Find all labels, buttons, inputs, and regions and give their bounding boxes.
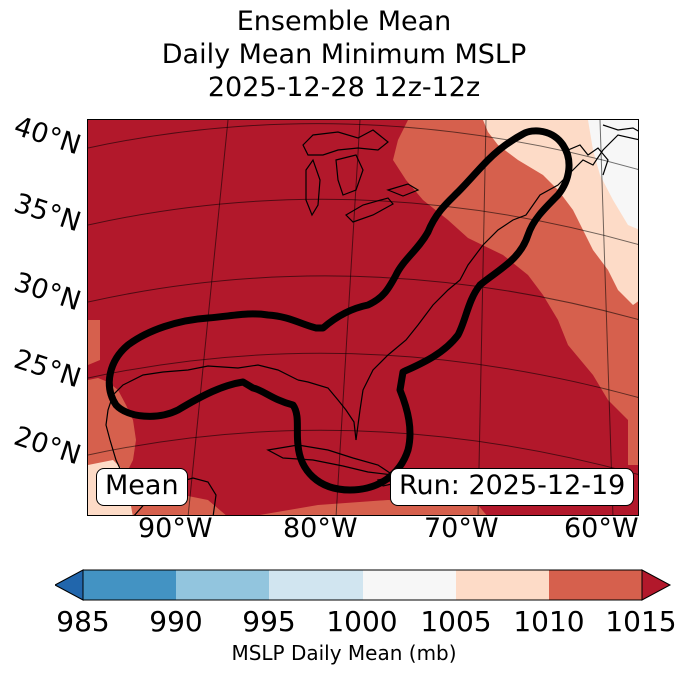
- title-line-2: Daily Mean Minimum MSLP: [161, 39, 527, 70]
- colorbar-tick-1010: 1010: [513, 605, 585, 638]
- parallel-40: [88, 123, 638, 170]
- colorbar-bin-1010-1015: [549, 570, 642, 600]
- colorbar: [55, 569, 672, 601]
- colorbar-tick-985: 985: [56, 605, 110, 638]
- florida-west-coast: [297, 379, 357, 441]
- map-svg: [88, 120, 638, 515]
- colorbar-bin-990-995: [176, 570, 269, 600]
- lon-label-60: 60°W: [564, 513, 639, 544]
- colorbar-bin-995-1000: [269, 570, 363, 600]
- atlantic-coast: [355, 134, 638, 441]
- graticule: [88, 120, 638, 515]
- colorbar-tick-1015: 1015: [605, 605, 677, 638]
- colorbar-outline: [82, 569, 643, 601]
- meridian-80: [335, 120, 361, 515]
- colorbar-tick-1000: 1000: [326, 605, 398, 638]
- parallel-30: [88, 275, 638, 320]
- gulf-coast: [105, 364, 299, 476]
- colorbar-bin-1005-1010: [456, 570, 549, 600]
- pressure-field-1010-edge: [88, 320, 100, 365]
- lat-label-35: 35°N: [10, 187, 85, 239]
- parallel-35: [88, 198, 638, 245]
- colorbar-extend-high: [641, 569, 672, 601]
- lat-label-30: 30°N: [10, 266, 85, 318]
- lat-label-40: 40°N: [10, 110, 85, 162]
- title-line-1: Ensemble Mean: [236, 6, 452, 37]
- lon-label-70: 70°W: [424, 513, 499, 544]
- title-line-3: 2025-12-28 12z-12z: [207, 72, 481, 103]
- lake-ontario: [386, 183, 420, 197]
- colorbar-extend-low: [55, 569, 84, 601]
- lake-erie: [345, 197, 394, 223]
- lon-label-90: 90°W: [138, 513, 213, 544]
- lat-label-20: 20°N: [10, 420, 85, 472]
- colorbar-tick-995: 995: [242, 605, 296, 638]
- colorbar-label: MSLP Daily Mean (mb): [231, 641, 457, 665]
- meridian-70: [477, 120, 487, 515]
- lat-label-25: 25°N: [10, 343, 85, 395]
- parallel-20: [88, 429, 638, 475]
- colorbar-bin-1000-1005: [363, 570, 456, 600]
- map-panel: Mean Run: 2025-12-19: [87, 119, 639, 516]
- colorbar-tick-1005: 1005: [420, 605, 492, 638]
- mean-label-box: Mean: [96, 468, 188, 506]
- run-label-box: Run: 2025-12-19: [390, 468, 635, 506]
- parallel-25: [88, 352, 638, 398]
- lake-michigan: [305, 158, 321, 217]
- lon-label-80: 80°W: [283, 513, 358, 544]
- newfoundland-coast: [602, 124, 638, 132]
- lake-huron: [335, 154, 364, 196]
- colorbar-bin-985-990: [83, 570, 176, 600]
- colorbar-tick-990: 990: [149, 605, 203, 638]
- meridian-60: [599, 120, 614, 515]
- lake-superior: [302, 129, 389, 156]
- mean-contour: [105, 127, 573, 494]
